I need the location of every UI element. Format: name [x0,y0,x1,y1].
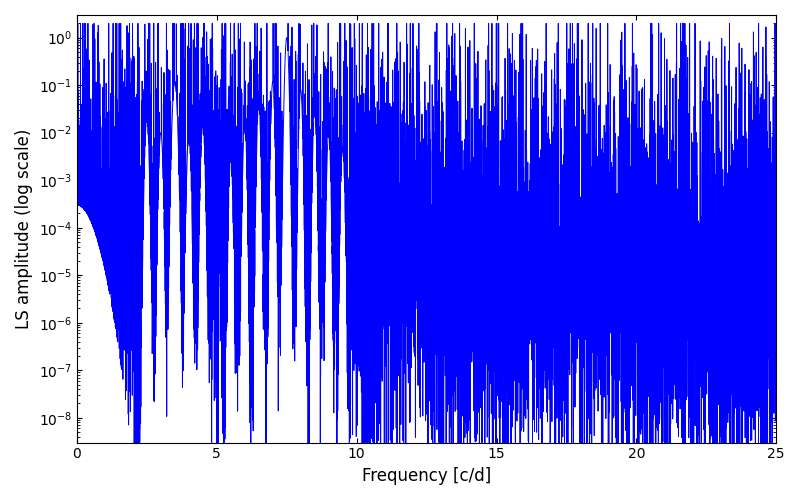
Y-axis label: LS amplitude (log scale): LS amplitude (log scale) [15,128,33,329]
X-axis label: Frequency [c/d]: Frequency [c/d] [362,467,491,485]
